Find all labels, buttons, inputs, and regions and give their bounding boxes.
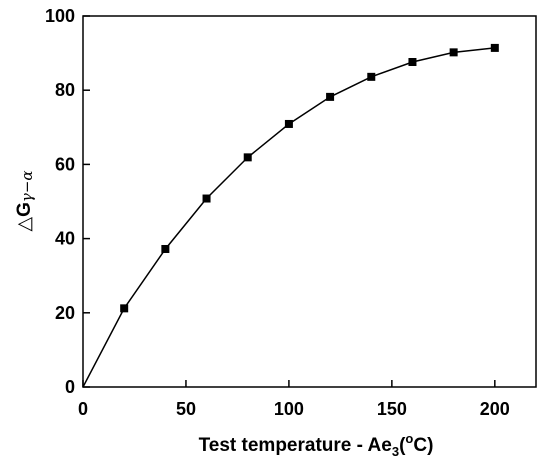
y-tick-label: 0 [65,377,75,397]
x-tick-label: 200 [480,399,510,419]
data-point [367,72,376,81]
y-axis-label: △Gγ−α [14,170,36,231]
series-line [82,47,495,388]
y-axis-label-g: G [14,202,35,217]
y-tick-label: 100 [45,6,75,26]
data-point [161,244,170,253]
data-point [284,119,293,128]
data-point [408,58,417,67]
y-axis-label-greek: γ−α [18,170,36,202]
data-point [490,43,499,52]
x-axis-label-open-paren: ( [399,435,406,456]
x-tick-label: 0 [78,399,88,419]
plot-frame [82,15,537,388]
series-markers [120,43,499,313]
data-point [243,153,252,162]
x-axis-ticks: 0 50 100 150 200 [78,380,510,419]
data-point [449,48,458,57]
data-point [202,194,211,203]
y-tick-label: 20 [55,303,75,323]
x-tick-label: 100 [274,399,304,419]
x-axis-label-main: Test temperature - Ae [199,435,392,456]
data-point [326,92,335,101]
y-axis-label-delta: △ [14,217,35,232]
y-tick-label: 60 [55,154,75,174]
x-axis-label: Test temperature - Ae3(oC) [199,431,434,459]
y-tick-label: 80 [55,80,75,100]
data-point [120,304,129,313]
x-axis-label-unit: C) [413,435,433,456]
x-axis-label-superscript: o [405,431,413,446]
x-axis-label-subscript: 3 [392,444,399,459]
x-tick-label: 50 [176,399,196,419]
x-tick-label: 150 [377,399,407,419]
y-tick-label: 40 [55,229,75,249]
y-axis-ticks: 0 20 40 60 80 100 [45,6,90,397]
